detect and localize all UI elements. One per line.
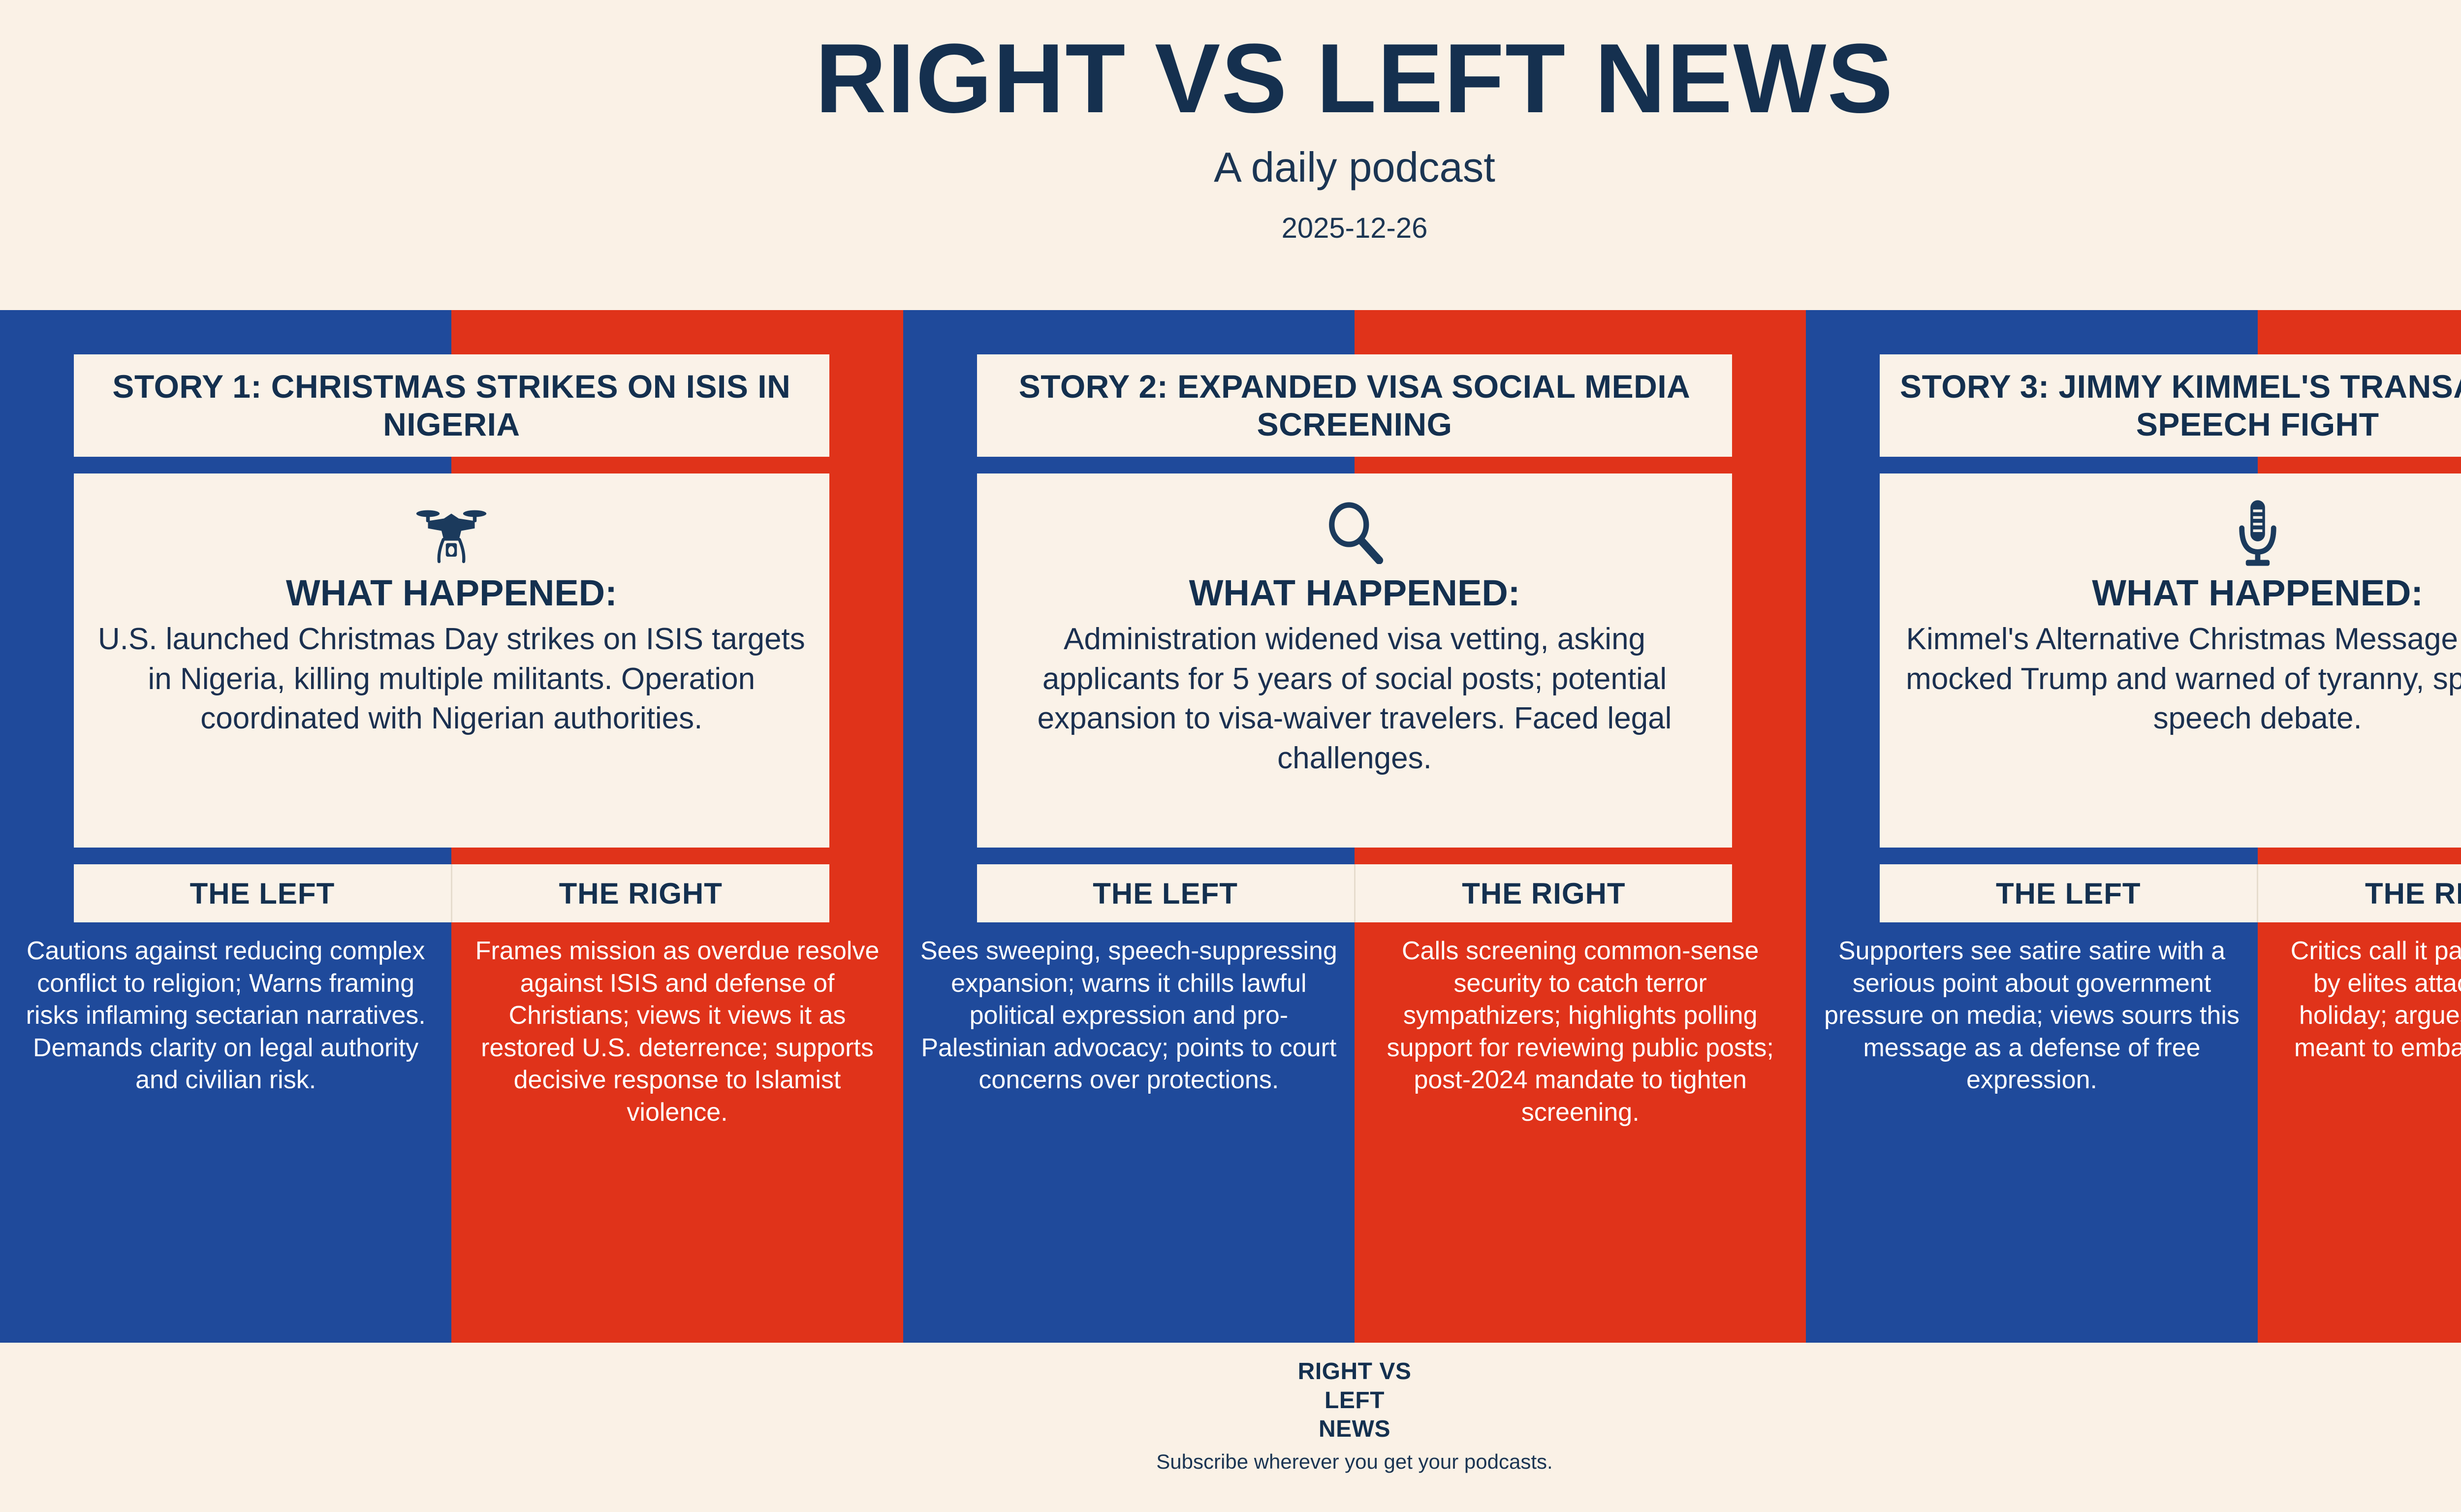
- footer-subscribe-text: Subscribe wherever you get your podcasts…: [1156, 1449, 1553, 1473]
- story-band: STORY 1: CHRISTMAS STRIKES ON ISIS IN NI…: [0, 310, 2461, 1343]
- left-column-3: Supporters see satire satire with a seri…: [1806, 935, 2257, 1220]
- right-column-3: Critics call it partisan performance by …: [2258, 935, 2461, 1220]
- right-text-1: Frames mission as overdue resolve agains…: [475, 937, 880, 1127]
- left-label-cell-2: THE LEFT: [977, 864, 1354, 922]
- right-label-1: THE RIGHT: [559, 877, 723, 910]
- story-panel-2: STORY 2: EXPANDED VISA SOCIAL MEDIA SCRE…: [903, 310, 1806, 1343]
- right-label-2: THE RIGHT: [1462, 877, 1626, 910]
- story-title-card-2: STORY 2: EXPANDED VISA SOCIAL MEDIA SCRE…: [977, 354, 1733, 457]
- right-label-cell-1: THE RIGHT: [450, 864, 829, 922]
- what-happened-label-3: WHAT HAPPENED:: [2092, 572, 2424, 613]
- what-happened-text-3: Kimmel's Alternative Christmas Message i…: [1906, 622, 2461, 736]
- left-right-bar-2: THE LEFT THE RIGHT: [977, 864, 1733, 922]
- left-label-3: THE LEFT: [1995, 877, 2141, 910]
- right-column-1: Frames mission as overdue resolve agains…: [451, 935, 903, 1236]
- footer-brand-line-2: LEFT: [1325, 1387, 1385, 1414]
- left-column-2: Sees sweeping, speech-suppressing expans…: [903, 935, 1355, 1236]
- page-footer: RIGHT VS LEFT NEWS Subscribe wherever yo…: [0, 1343, 2461, 1512]
- page-title: RIGHT VS LEFT NEWS: [815, 24, 1894, 133]
- footer-brand: RIGHT VS LEFT NEWS: [1298, 1357, 1412, 1444]
- left-right-body-2: Sees sweeping, speech-suppressing expans…: [903, 922, 1806, 1236]
- right-column-2: Calls screening common-sense security to…: [1355, 935, 1806, 1236]
- right-label-cell-2: THE RIGHT: [1354, 864, 1733, 922]
- page-header: RIGHT VS LEFT NEWS A daily podcast 2025-…: [0, 0, 2461, 310]
- left-right-bar-1: THE LEFT THE RIGHT: [74, 864, 829, 922]
- left-label-cell-1: THE LEFT: [74, 864, 451, 922]
- story-title-3: STORY 3: JIMMY KIMMEL'S TRANSATLANTIC SP…: [1900, 368, 2461, 442]
- what-happened-label-1: WHAT HAPPENED:: [285, 572, 617, 613]
- right-text-3: Critics call it partisan performance by …: [2290, 937, 2461, 1062]
- episode-date: 2025-12-26: [1281, 212, 1428, 244]
- what-happened-card-3: WHAT HAPPENED: Kimmel's Alternative Chri…: [1880, 473, 2461, 848]
- left-label-1: THE LEFT: [189, 877, 335, 910]
- right-text-2: Calls screening common-sense security to…: [1387, 937, 1774, 1127]
- story-title-card-1: STORY 1: CHRISTMAS STRIKES ON ISIS IN NI…: [74, 354, 829, 457]
- left-text-3: Supporters see satire satire with a seri…: [1824, 937, 2240, 1095]
- microphone-icon: [2231, 495, 2285, 569]
- left-right-body-3: Supporters see satire satire with a seri…: [1806, 922, 2461, 1220]
- left-text-1: Cautions against reducing complex confli…: [26, 937, 426, 1095]
- story-panel-1: STORY 1: CHRISTMAS STRIKES ON ISIS IN NI…: [0, 310, 903, 1343]
- story-title-1: STORY 1: CHRISTMAS STRIKES ON ISIS IN NI…: [112, 368, 791, 442]
- left-right-body-1: Cautions against reducing complex confli…: [0, 922, 903, 1236]
- left-column-1: Cautions against reducing complex confli…: [0, 935, 451, 1236]
- story-title-2: STORY 2: EXPANDED VISA SOCIAL MEDIA SCRE…: [1018, 368, 1691, 442]
- left-label-2: THE LEFT: [1093, 877, 1238, 910]
- what-happened-card-1: WHAT HAPPENED: U.S. launched Christmas D…: [74, 473, 829, 848]
- story-panel-3: STORY 3: JIMMY KIMMEL'S TRANSATLANTIC SP…: [1806, 310, 2461, 1343]
- what-happened-card-2: WHAT HAPPENED: Administration widened vi…: [977, 473, 1733, 848]
- what-happened-text-1: U.S. launched Christmas Day strikes on I…: [97, 622, 805, 736]
- page-tagline: A daily podcast: [1214, 144, 1495, 191]
- left-right-bar-3: THE LEFT THE RIGHT: [1880, 864, 2461, 922]
- right-label-cell-3: THE RIGHT: [2257, 864, 2461, 922]
- left-text-2: Sees sweeping, speech-suppressing expans…: [920, 937, 1337, 1095]
- left-label-cell-3: THE LEFT: [1880, 864, 2257, 922]
- right-label-3: THE RIGHT: [2365, 877, 2461, 910]
- story-title-card-3: STORY 3: JIMMY KIMMEL'S TRANSATLANTIC SP…: [1880, 354, 2461, 457]
- what-happened-label-2: WHAT HAPPENED:: [1189, 572, 1520, 613]
- magnifier-icon: [1323, 495, 1387, 569]
- footer-brand-line-1: RIGHT VS: [1297, 1358, 1412, 1385]
- drone-icon: [414, 495, 488, 569]
- footer-brand-line-3: NEWS: [1319, 1416, 1390, 1443]
- what-happened-text-2: Administration widened visa vetting, ask…: [1037, 622, 1672, 775]
